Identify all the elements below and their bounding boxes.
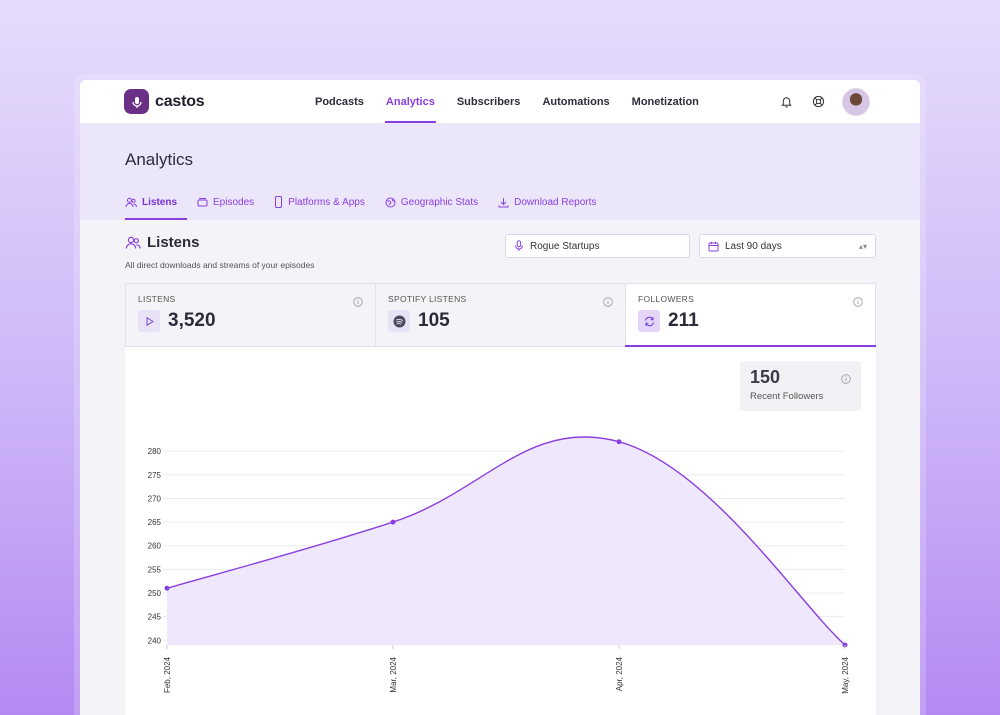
series-line <box>166 436 846 646</box>
nav-automations[interactable]: Automations <box>542 95 610 108</box>
app-window: castos Podcasts Analytics Subscribers Au… <box>80 80 920 715</box>
users-icon <box>125 236 141 249</box>
tab-geographic[interactable]: Geographic Stats <box>385 194 488 220</box>
castos-logo-icon <box>124 89 149 114</box>
x-tick-label: May, 2024 <box>841 656 850 693</box>
nav-subscribers[interactable]: Subscribers <box>456 95 521 108</box>
podcast-select[interactable]: Rogue Startups <box>505 234 690 258</box>
stat-card-listens[interactable]: LISTENS 3,520 <box>125 283 375 347</box>
tab-platforms[interactable]: Platforms & Apps <box>274 194 375 220</box>
main-nav: Podcasts Analytics Subscribers Automatio… <box>304 80 710 123</box>
date-range-select[interactable]: Last 90 days ▴▾ <box>699 234 876 258</box>
spotify-icon <box>388 310 410 332</box>
recent-followers-label: Recent Followers <box>750 391 824 402</box>
followers-chart: 240 245 250 255 260 265 270 275 280 Feb, 2024 Mar,… <box>148 436 850 694</box>
y-tick-label: 265 <box>148 518 162 527</box>
data-point <box>390 519 396 525</box>
section-header: Listens All direct downloads and streams… <box>125 234 314 270</box>
stat-label: SPOTIFY LISTENS <box>388 294 467 304</box>
nav-analytics[interactable]: Analytics <box>375 80 446 123</box>
tab-label: Download Reports <box>514 196 597 208</box>
download-icon <box>498 197 509 207</box>
tab-download-reports[interactable]: Download Reports <box>498 194 606 220</box>
info-icon[interactable] <box>841 371 851 389</box>
x-tick-label: Feb, 2024 <box>163 656 172 693</box>
page-title: Analytics <box>125 150 194 169</box>
x-tick-label: Apr, 2024 <box>615 656 624 691</box>
tab-label: Episodes <box>213 196 255 208</box>
date-range-value: Last 90 days <box>725 240 782 252</box>
stat-cards: LISTENS 3,520 SPOTIFY LISTENS 105 FOLLOW… <box>125 283 876 347</box>
y-tick-label: 280 <box>148 447 162 456</box>
area-fill <box>167 436 845 645</box>
episodes-icon <box>197 198 208 207</box>
top-navigation: castos Podcasts Analytics Subscribers Au… <box>80 80 920 123</box>
recent-followers-box: 150 Recent Followers <box>740 361 861 411</box>
chevron-updown-icon: ▴▾ <box>858 241 867 251</box>
info-icon[interactable] <box>603 294 613 312</box>
recent-followers-value: 150 <box>750 367 781 387</box>
play-icon <box>138 310 160 332</box>
podcast-select-value: Rogue Startups <box>530 240 600 252</box>
section-title: Listens <box>125 234 314 251</box>
nav-podcasts[interactable]: Podcasts <box>315 95 364 108</box>
nav-actions <box>778 87 870 116</box>
logo-text: castos <box>155 92 205 110</box>
stat-label: FOLLOWERS <box>638 294 695 304</box>
tab-label: Platforms & Apps <box>288 196 365 208</box>
bell-icon[interactable] <box>778 94 794 110</box>
page-header: Analytics Listens Episodes Platforms & A… <box>80 123 920 220</box>
x-tick-label: Mar, 2024 <box>389 656 398 692</box>
info-icon[interactable] <box>353 294 363 312</box>
y-tick-label: 260 <box>148 542 162 551</box>
stat-value: 105 <box>418 310 450 331</box>
data-point <box>616 439 622 445</box>
y-tick-label: 255 <box>148 565 162 574</box>
nav-monetization[interactable]: Monetization <box>631 95 699 108</box>
stat-row: 211 <box>638 310 863 332</box>
y-tick-label: 245 <box>148 613 162 622</box>
tab-label: Listens <box>142 196 178 208</box>
stat-row: 105 <box>388 310 613 332</box>
refresh-icon <box>638 310 660 332</box>
tab-listens[interactable]: Listens <box>125 194 188 220</box>
y-tick-label: 270 <box>148 494 162 503</box>
section-subtitle: All direct downloads and streams of your… <box>125 260 315 270</box>
stat-card-followers[interactable]: FOLLOWERS 211 <box>625 283 876 347</box>
section-title-text: Listens <box>147 234 200 251</box>
y-tick-label: 250 <box>148 589 162 598</box>
microphone-icon <box>515 240 523 251</box>
avatar[interactable] <box>842 87 870 116</box>
stat-row: 3,520 <box>138 310 363 332</box>
stat-value: 3,520 <box>168 310 216 331</box>
tab-episodes[interactable]: Episodes <box>197 194 264 220</box>
help-icon[interactable] <box>810 94 826 110</box>
stat-card-spotify[interactable]: SPOTIFY LISTENS 105 <box>375 283 625 347</box>
users-icon <box>125 197 137 207</box>
stat-value: 211 <box>668 310 699 331</box>
listens-content: Listens All direct downloads and streams… <box>80 220 920 715</box>
phone-icon <box>275 196 283 208</box>
y-tick-label: 240 <box>148 636 162 645</box>
analytics-tabs: Listens Episodes Platforms & Apps Geogra… <box>125 194 616 220</box>
tab-label: Geographic Stats <box>400 196 479 208</box>
info-icon[interactable] <box>853 294 863 312</box>
stat-label: LISTENS <box>138 294 176 304</box>
data-point <box>164 585 170 591</box>
globe-icon <box>385 197 396 207</box>
y-tick-label: 275 <box>148 471 162 480</box>
logo[interactable]: castos <box>124 89 205 114</box>
calendar-icon <box>708 241 719 251</box>
followers-chart-card: 150 Recent Followers 240 245 250 255 260 265 2… <box>125 347 876 715</box>
